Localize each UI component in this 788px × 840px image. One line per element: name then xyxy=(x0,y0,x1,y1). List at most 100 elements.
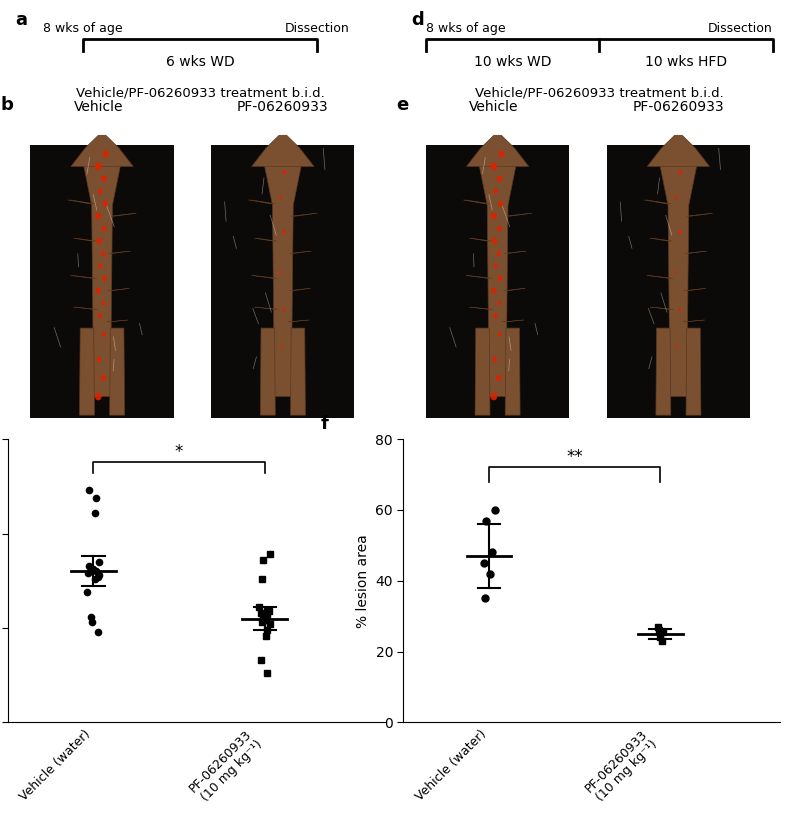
Ellipse shape xyxy=(675,270,678,274)
Ellipse shape xyxy=(95,288,101,294)
Polygon shape xyxy=(475,328,490,415)
Ellipse shape xyxy=(491,288,496,294)
Polygon shape xyxy=(288,320,309,322)
Polygon shape xyxy=(110,328,125,415)
Ellipse shape xyxy=(496,176,502,182)
Polygon shape xyxy=(291,328,306,415)
Polygon shape xyxy=(647,276,674,278)
Polygon shape xyxy=(466,276,492,278)
Text: 10 wks WD: 10 wks WD xyxy=(474,55,552,69)
Ellipse shape xyxy=(490,162,497,171)
Polygon shape xyxy=(80,328,95,415)
Ellipse shape xyxy=(491,213,497,219)
Ellipse shape xyxy=(490,392,497,401)
Polygon shape xyxy=(260,328,275,415)
Y-axis label: % lesion area: % lesion area xyxy=(356,534,370,627)
Polygon shape xyxy=(647,135,709,166)
Polygon shape xyxy=(650,307,674,309)
Text: 10 wks HFD: 10 wks HFD xyxy=(645,55,727,69)
Ellipse shape xyxy=(493,313,497,318)
Polygon shape xyxy=(106,320,128,322)
FancyBboxPatch shape xyxy=(31,144,173,418)
Text: e: e xyxy=(396,96,408,113)
Polygon shape xyxy=(686,213,712,216)
Text: f: f xyxy=(321,416,329,433)
Polygon shape xyxy=(255,307,278,309)
Ellipse shape xyxy=(498,276,503,281)
Ellipse shape xyxy=(98,264,102,268)
Ellipse shape xyxy=(678,171,682,175)
FancyBboxPatch shape xyxy=(426,144,569,418)
Text: **: ** xyxy=(567,449,583,466)
Text: Vehicle: Vehicle xyxy=(469,100,519,113)
Ellipse shape xyxy=(280,345,283,349)
Polygon shape xyxy=(110,213,136,216)
Ellipse shape xyxy=(492,356,497,362)
Polygon shape xyxy=(685,251,707,254)
Ellipse shape xyxy=(496,375,501,381)
Ellipse shape xyxy=(95,162,102,171)
Text: a: a xyxy=(16,11,28,29)
Ellipse shape xyxy=(100,375,106,381)
Text: Vehicle/PF-06260933 treatment b.i.d.: Vehicle/PF-06260933 treatment b.i.d. xyxy=(475,87,723,99)
Polygon shape xyxy=(251,276,278,278)
Ellipse shape xyxy=(101,176,106,182)
Text: Vehicle/PF-06260933 treatment b.i.d.: Vehicle/PF-06260933 treatment b.i.d. xyxy=(76,87,325,99)
Polygon shape xyxy=(71,276,97,278)
Polygon shape xyxy=(248,200,276,204)
Ellipse shape xyxy=(98,313,102,318)
Polygon shape xyxy=(650,239,673,241)
Ellipse shape xyxy=(280,270,282,274)
Ellipse shape xyxy=(497,301,501,306)
Ellipse shape xyxy=(675,345,678,349)
Ellipse shape xyxy=(282,307,285,311)
Polygon shape xyxy=(683,320,704,322)
Polygon shape xyxy=(255,239,277,241)
Polygon shape xyxy=(656,328,671,415)
Polygon shape xyxy=(289,251,311,254)
Text: *: * xyxy=(175,443,184,461)
Ellipse shape xyxy=(101,251,106,256)
Polygon shape xyxy=(644,200,671,204)
Text: 6 wks WD: 6 wks WD xyxy=(165,55,234,69)
Polygon shape xyxy=(71,135,133,166)
Polygon shape xyxy=(466,135,529,166)
Polygon shape xyxy=(469,239,492,241)
Text: PF-06260933: PF-06260933 xyxy=(237,100,329,113)
Text: d: d xyxy=(411,11,424,29)
Ellipse shape xyxy=(95,392,102,401)
Ellipse shape xyxy=(675,196,678,199)
FancyBboxPatch shape xyxy=(607,144,750,418)
Ellipse shape xyxy=(96,238,102,244)
Polygon shape xyxy=(288,288,310,291)
Ellipse shape xyxy=(102,276,107,281)
Ellipse shape xyxy=(283,229,286,234)
Polygon shape xyxy=(463,200,490,204)
Polygon shape xyxy=(73,307,98,309)
Ellipse shape xyxy=(283,171,287,175)
Ellipse shape xyxy=(498,201,504,207)
Ellipse shape xyxy=(497,226,502,231)
Ellipse shape xyxy=(102,150,109,157)
Ellipse shape xyxy=(678,229,682,234)
Polygon shape xyxy=(108,251,131,254)
Polygon shape xyxy=(291,213,317,216)
Polygon shape xyxy=(504,251,526,254)
Polygon shape xyxy=(502,320,524,322)
Polygon shape xyxy=(684,288,706,291)
Ellipse shape xyxy=(102,301,106,306)
Ellipse shape xyxy=(493,264,498,268)
Text: 8 wks of age: 8 wks of age xyxy=(43,23,123,35)
Ellipse shape xyxy=(95,213,102,219)
Polygon shape xyxy=(68,200,95,204)
Ellipse shape xyxy=(493,188,498,194)
Ellipse shape xyxy=(97,356,102,362)
Polygon shape xyxy=(73,239,96,241)
Text: Vehicle: Vehicle xyxy=(73,100,123,113)
Polygon shape xyxy=(477,154,519,396)
Ellipse shape xyxy=(102,201,108,207)
Text: PF-06260933: PF-06260933 xyxy=(633,100,724,113)
Polygon shape xyxy=(262,154,303,396)
Ellipse shape xyxy=(498,150,504,157)
Polygon shape xyxy=(686,328,701,415)
